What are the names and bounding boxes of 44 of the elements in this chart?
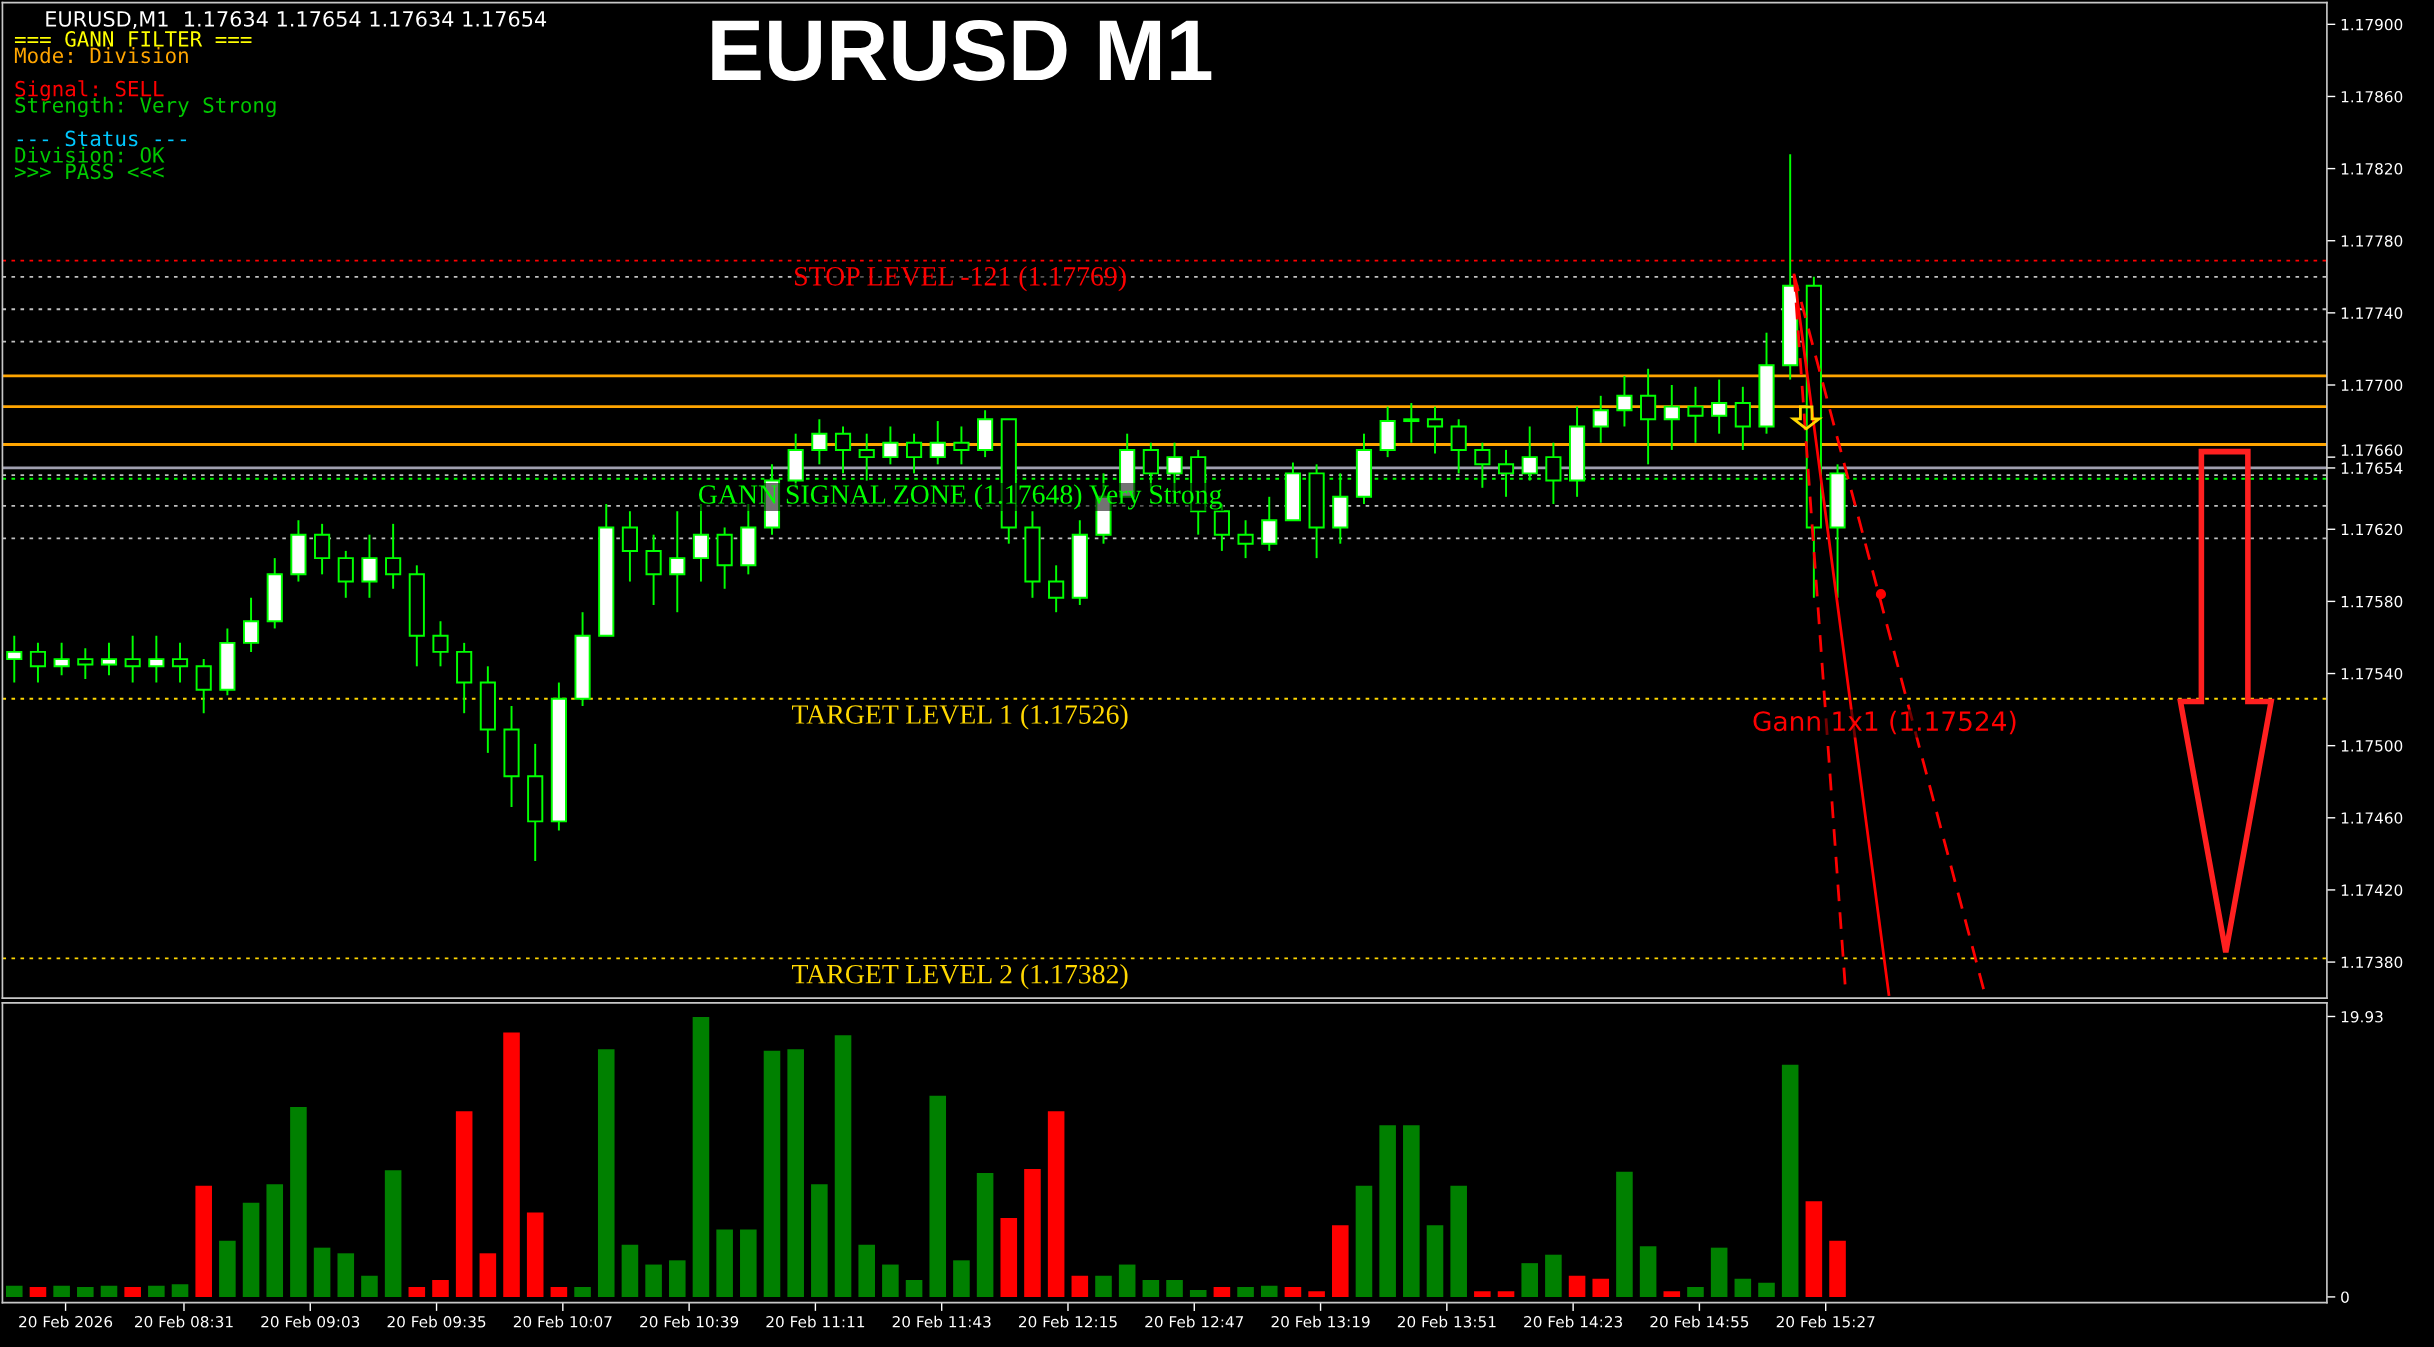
x-tick-label: 20 Feb 09:03 xyxy=(261,1315,360,1328)
y-tick-label: 1.17700 xyxy=(2341,379,2403,392)
y-tick-label: 19.93 xyxy=(2341,1010,2383,1023)
x-tick-label: 20 Feb 12:47 xyxy=(1145,1315,1244,1328)
x-tick-label: 20 Feb 11:43 xyxy=(892,1315,991,1328)
y-tick-label: 1.17780 xyxy=(2341,235,2403,247)
x-tick-label: 20 Feb 12:15 xyxy=(1018,1315,1117,1328)
x-tick-label: 20 Feb 14:55 xyxy=(1650,1315,1749,1328)
x-tick-label: 20 Feb 15:27 xyxy=(1776,1315,1875,1328)
ref-line-label: TARGET LEVEL 2 (1.17382) xyxy=(792,964,1128,990)
y-tick-label: 1.17900 xyxy=(2341,18,2403,31)
y-tick-label: 1.17580 xyxy=(2341,595,2403,608)
x-tick-label: 20 Feb 14:23 xyxy=(1524,1315,1623,1328)
y-tick-label: 1.17540 xyxy=(2341,667,2403,680)
y-tick-label: 1.17460 xyxy=(2341,812,2403,824)
annotation: === GANN FILTER === xyxy=(14,31,252,47)
annotation: EURUSD,M1 1.17634 1.17654 1.17634 1.17654 xyxy=(46,11,547,29)
y-tick-label: 1.17860 xyxy=(2341,90,2403,103)
y-tick-label: 1.17420 xyxy=(2341,884,2403,896)
x-tick-label: 20 Feb 13:19 xyxy=(1271,1315,1370,1328)
ref-line-label: GANN SIGNAL ZONE (1.17648) Very Strong xyxy=(698,484,1222,510)
y-tick-label: 1.17654 xyxy=(2341,462,2403,474)
y-tick-label: 1.17620 xyxy=(2341,523,2403,536)
ref-line-label: TARGET LEVEL 1 (1.17526) xyxy=(792,704,1128,730)
x-tick-label: 20 Feb 10:07 xyxy=(513,1315,612,1328)
y-tick-label: 1.17500 xyxy=(2341,740,2403,752)
x-tick-label: 20 Feb 11:11 xyxy=(766,1315,865,1328)
x-tick-label: 20 Feb 2026 xyxy=(19,1315,113,1328)
ref-line-label: STOP LEVEL -121 (1.17769) xyxy=(795,266,1126,292)
x-tick-label: 20 Feb 13:51 xyxy=(1397,1315,1496,1328)
chart-title: EURUSD M1 xyxy=(712,19,1212,81)
y-tick-label: 1.17660 xyxy=(2341,444,2403,456)
annotation: Division: OK xyxy=(15,146,165,163)
y-tick-label: 1.17740 xyxy=(2341,307,2403,319)
y-tick-label: 1.17820 xyxy=(2341,163,2403,175)
annotation: Gann 1x1 (1.17524) xyxy=(1753,710,2016,735)
annotation: --- Status --- xyxy=(17,130,187,147)
x-tick-label: 20 Feb 08:31 xyxy=(134,1315,233,1328)
annotation: >>> PASS <<< xyxy=(14,163,164,180)
y-tick-label: 0 xyxy=(2341,1291,2349,1303)
x-tick-label: 20 Feb 09:35 xyxy=(387,1315,486,1328)
y-tick-label: 1.17380 xyxy=(2341,956,2403,969)
x-tick-label: 20 Feb 10:39 xyxy=(640,1315,739,1328)
annotation: Mode: Division xyxy=(14,47,188,64)
